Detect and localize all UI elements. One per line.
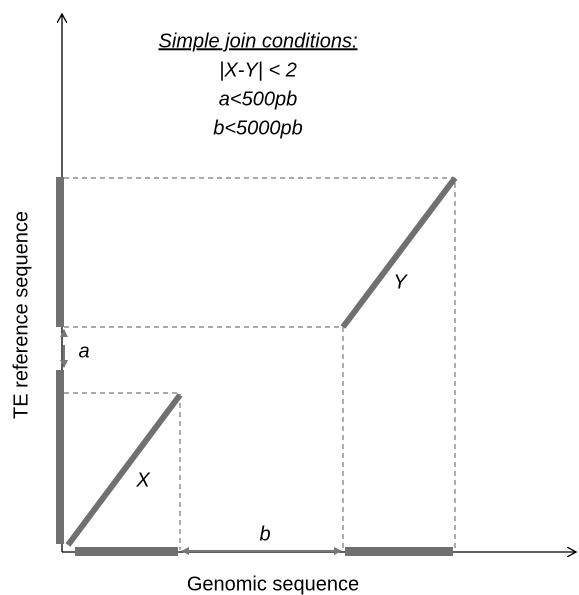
label-a: a [78,340,89,362]
alignment-y [340,176,458,329]
condition: |X-Y| < 2 [219,59,297,81]
title: Simple join conditions: [159,30,358,52]
y-axis-label: TE reference sequence [10,211,32,419]
condition: b<5000pb [213,117,303,139]
y-segment [56,370,64,544]
x-segment [345,547,453,556]
label-b: b [259,523,270,545]
label-x: X [135,469,150,491]
label-y: Y [393,271,408,293]
alignment-x [65,393,183,547]
condition: a<500pb [219,88,297,110]
y-segment [56,177,64,327]
guides [64,177,456,550]
x-segment [75,547,178,556]
x-axis-label: Genomic sequence [187,573,359,595]
